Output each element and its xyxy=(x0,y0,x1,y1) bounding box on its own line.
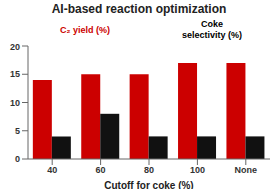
svg-text:60: 60 xyxy=(96,165,106,175)
svg-text:10: 10 xyxy=(10,98,20,108)
html-text:Coke selectivity (%): Coke selectivity (%) xyxy=(182,19,242,40)
svg-text:None: None xyxy=(235,165,258,175)
svg-text:20: 20 xyxy=(10,42,20,52)
svg-text:15: 15 xyxy=(10,69,20,79)
svg-text:80: 80 xyxy=(144,165,154,175)
svg-text:5: 5 xyxy=(15,126,20,136)
html-text:AI-based reaction optimization: AI-based reaction optimization xyxy=(51,2,227,16)
svg-text:40: 40 xyxy=(47,165,57,175)
svg-text:0: 0 xyxy=(15,154,20,164)
svg-text:Cutoff for coke (%): Cutoff for coke (%) xyxy=(104,180,193,189)
svg-text:100: 100 xyxy=(190,165,205,175)
html-text:C₂ yield (%): C₂ yield (%) xyxy=(60,24,110,35)
